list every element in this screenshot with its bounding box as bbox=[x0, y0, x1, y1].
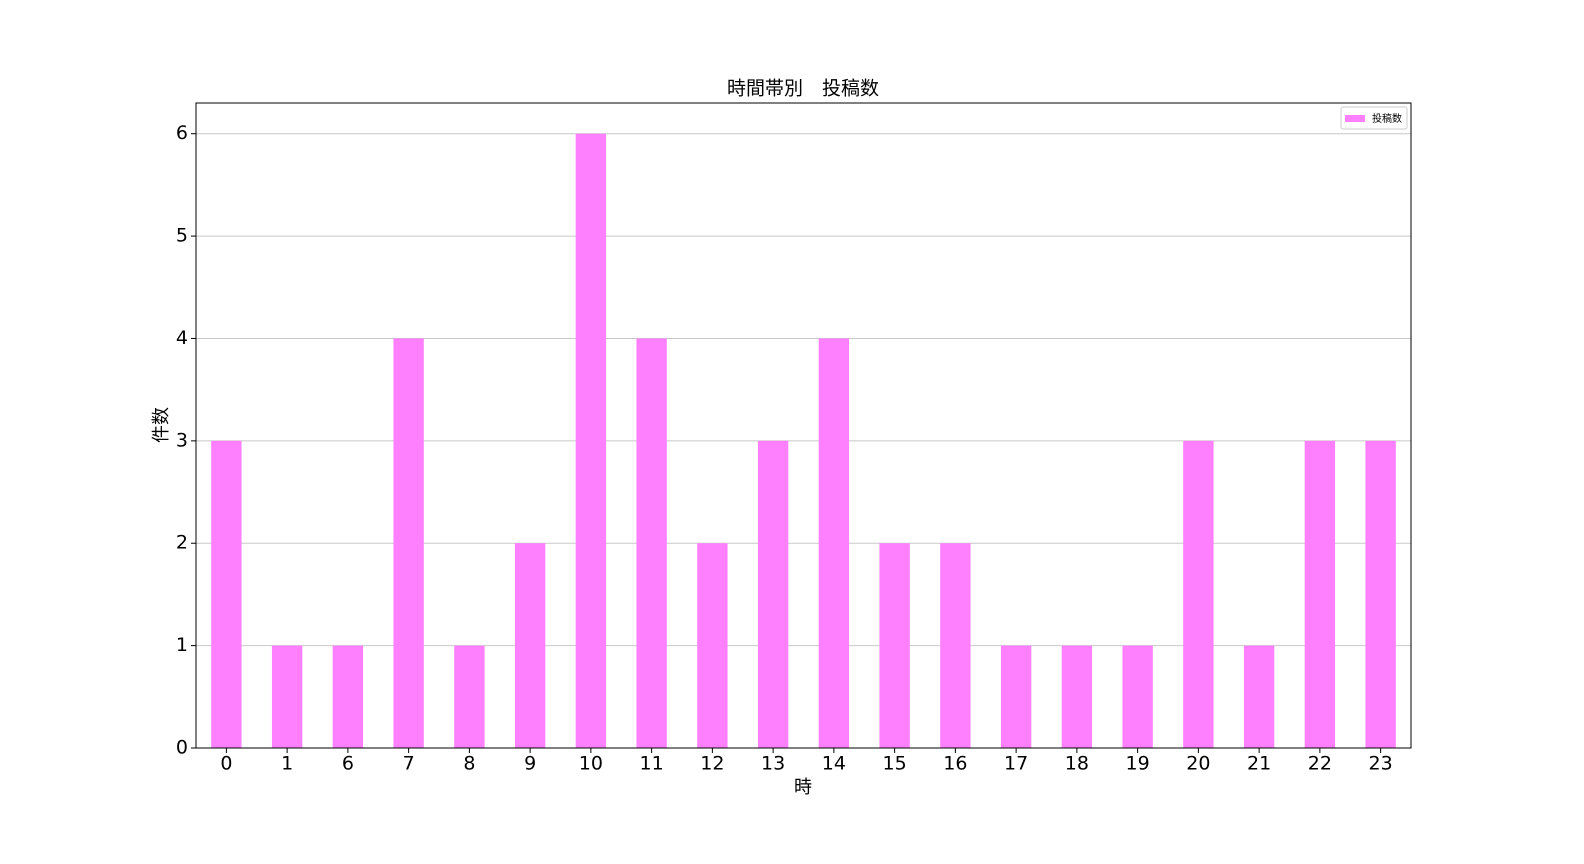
y-tick-label: 1 bbox=[176, 634, 188, 656]
y-axis-label: 件数 bbox=[151, 407, 172, 443]
bar bbox=[514, 543, 546, 748]
x-tick-label: 12 bbox=[700, 753, 724, 775]
bar bbox=[940, 543, 971, 748]
bar bbox=[575, 133, 607, 748]
x-tick-label: 9 bbox=[524, 753, 536, 775]
bar bbox=[271, 645, 303, 748]
bar bbox=[1243, 645, 1275, 748]
bar bbox=[636, 338, 667, 748]
x-tick-label: 14 bbox=[822, 753, 846, 775]
x-tick-label: 15 bbox=[883, 753, 907, 775]
bar bbox=[1304, 440, 1336, 748]
x-tick-label: 6 bbox=[342, 753, 354, 775]
x-tick-label: 1 bbox=[281, 753, 293, 775]
y-tick-label: 2 bbox=[176, 532, 188, 554]
x-axis-label: 時 bbox=[794, 777, 812, 798]
x-tick-label: 19 bbox=[1126, 753, 1150, 775]
x-tick-label: 18 bbox=[1065, 753, 1089, 775]
x-tick-label: 0 bbox=[220, 753, 232, 775]
legend-label: 投稿数 bbox=[1372, 112, 1402, 125]
x-tick-label: 16 bbox=[943, 753, 967, 775]
x-tick-label: 23 bbox=[1369, 753, 1393, 775]
bar bbox=[697, 543, 728, 748]
x-tick-label: 7 bbox=[403, 753, 415, 775]
x-tick-label: 13 bbox=[761, 753, 785, 775]
bar bbox=[332, 645, 364, 748]
x-tick-label: 21 bbox=[1247, 753, 1271, 775]
bar bbox=[879, 543, 910, 748]
chart-title: 時間帯別 投稿数 bbox=[727, 78, 879, 100]
x-tick-label: 8 bbox=[463, 753, 475, 775]
y-tick-label: 0 bbox=[176, 737, 188, 759]
x-tick-label: 22 bbox=[1308, 753, 1332, 775]
bar bbox=[1000, 645, 1032, 748]
x-tick-label: 10 bbox=[579, 753, 603, 775]
bar bbox=[1365, 440, 1396, 748]
y-tick-label: 3 bbox=[176, 429, 188, 451]
bar bbox=[454, 645, 485, 748]
x-tick-label: 11 bbox=[640, 753, 664, 775]
bar bbox=[818, 338, 850, 748]
bar bbox=[1061, 645, 1093, 748]
x-tick-label: 17 bbox=[1004, 753, 1028, 775]
y-tick-label: 4 bbox=[176, 327, 188, 349]
y-tick-label: 5 bbox=[176, 225, 188, 247]
legend-swatch bbox=[1345, 115, 1365, 122]
bar bbox=[757, 440, 789, 748]
bar bbox=[1183, 440, 1214, 748]
bar bbox=[211, 440, 242, 748]
legend-box bbox=[1340, 106, 1408, 130]
y-tick-label: 6 bbox=[176, 122, 188, 144]
x-tick-label: 20 bbox=[1186, 753, 1210, 775]
bar bbox=[393, 338, 424, 748]
bar bbox=[1122, 645, 1153, 748]
plot-frame bbox=[195, 102, 1412, 749]
